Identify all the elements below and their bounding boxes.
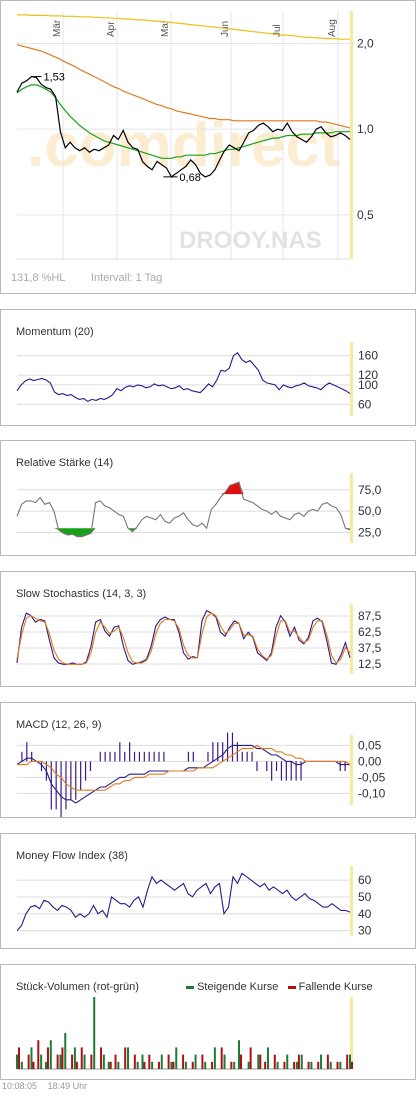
tick-label-1: 0,00 [358,754,382,768]
y-tick-label-2: 0,5 [357,208,374,222]
legend-down-label: Fallende Kurse [298,981,373,993]
ma-green-line [16,84,350,159]
tick-label-2: -0,05 [358,770,386,784]
main-price-panel: .comdirect DROOY.NAS Mär Apr Mai Jun Jul Aug 2,0… [0,0,416,294]
month-label-5: Aug [327,19,338,37]
symbol-watermark: DROOY.NAS [179,227,322,254]
right-axis-highlight [350,11,353,259]
month-label-1: Apr [106,21,117,37]
stochastics-title: Slow Stochastics (14, 3, 3) [16,588,147,600]
right-axis-highlight [350,997,353,1069]
annotation-high: 1,53 [43,72,64,84]
series-line-1 [16,612,351,665]
month-label-0: Mär [52,19,63,37]
footer-time2: 18:49 Uhr [47,1081,88,1091]
tick-label-2: 40 [358,907,372,921]
macd-chart: 0,05 0,00 -0,05 -0,10 [16,732,386,817]
right-axis-highlight [350,342,353,416]
right-axis-highlight [350,735,353,805]
ma-orange-line [16,44,351,129]
tick-label-1: 50,0 [358,504,382,518]
momentum-title: Momentum (20) [16,326,94,338]
tick-label-2: 100 [358,378,378,392]
tick-label-3: 60 [358,397,372,411]
tick-label-0: 75,0 [358,483,382,497]
volume-chart [16,997,353,1070]
volume-panel: Stück-Volumen (rot-grün) Steigende Kurse… [0,964,416,1080]
volume-title: Stück-Volumen (rot-grün) [16,981,139,993]
price-line [16,75,351,178]
stochastics-chart: 87,5 62,5 37,5 12,5 [16,604,382,674]
momentum-panel: Momentum (20) 160 120 100 60 [0,309,416,426]
legend-up-swatch [186,985,194,989]
legend-up-label: Steigende Kurse [197,981,279,993]
rsi-panel: Relative Stärke (14) 75,0 50,0 25,0 [0,440,416,556]
series-line-0 [16,609,351,665]
tick-label-0: 160 [358,349,378,363]
tick-label-2: 37,5 [358,641,382,655]
tick-label-2: 25,0 [358,525,382,539]
footer-time1: 10:08:05 [2,1081,38,1091]
right-axis-highlight [350,866,353,936]
mfi-title: Money Flow Index (38) [16,850,128,862]
mfi-panel: Money Flow Index (38) 60 50 40 30 [0,833,416,949]
volume-legend: Steigende Kurse Fallende Kurse [186,981,373,993]
series-line-1 [17,744,351,791]
tick-label-3: 12,5 [358,657,382,671]
interval-label: Intervall: 1 Tag [91,272,162,284]
right-axis-highlight [350,604,353,674]
series-line-0 [16,481,351,538]
rsi-chart: 75,0 50,0 25,0 [16,473,382,543]
ma-yellow-line [17,14,350,40]
tick-label-0: 0,05 [358,738,382,752]
annotation-low: 0,68 [179,172,200,184]
month-label-4: Jul [272,24,283,37]
tick-label-3: -0,10 [358,786,386,800]
legend-down-swatch [287,985,296,989]
tick-label-0: 87,5 [358,609,382,623]
month-label-2: Mai [160,21,171,37]
tick-label-1: 62,5 [358,625,382,639]
series-line-0 [16,744,350,804]
series-line-0 [16,872,351,931]
tick-label-1: 120 [358,368,378,382]
tick-label-1: 50 [358,890,372,904]
tick-label-3: 30 [358,924,372,938]
perf-label: 131,8 %HL [11,272,65,284]
macd-title: MACD (12, 26, 9) [16,719,102,731]
y-tick-label-1: 1,0 [357,122,374,136]
footer: 10:08:05 18:49 Uhr [2,1081,95,1091]
stochastics-panel: Slow Stochastics (14, 3, 3) 87,5 62,5 37,5… [0,571,416,687]
right-axis-highlight [350,473,353,543]
mfi-chart: 60 50 40 30 [16,866,372,938]
rsi-title: Relative Stärke (14) [16,457,114,469]
macd-panel: MACD (12, 26, 9) 0,05 0,00 -0,05 -0,10 [0,702,416,818]
series-line-0 [16,352,351,403]
y-tick-label-0: 2,0 [357,36,374,50]
tick-label-0: 60 [358,873,372,887]
